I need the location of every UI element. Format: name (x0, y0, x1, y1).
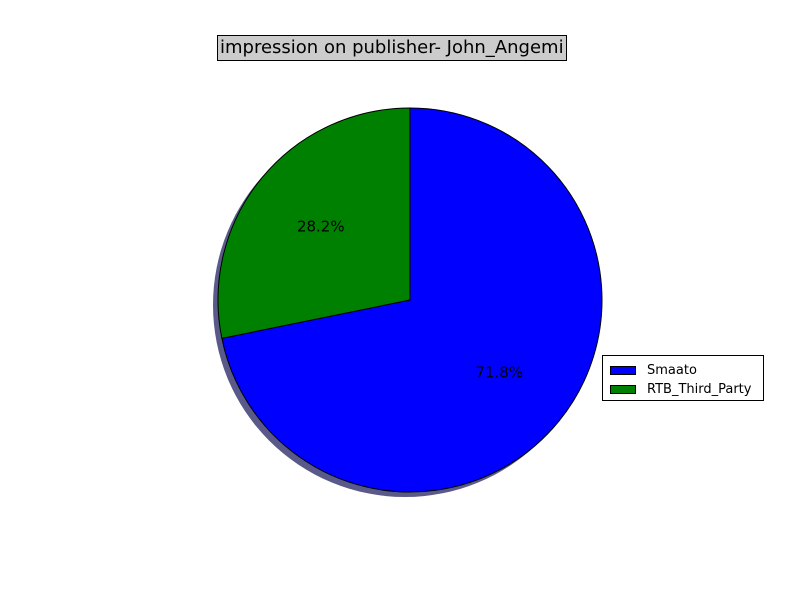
slice-percent-label: 71.8% (475, 363, 523, 381)
pie-slice-smaato (221, 107, 603, 493)
legend-label-rtb-third-party: RTB_Third_Party (647, 382, 752, 397)
legend-swatch-smaato (610, 366, 636, 375)
slice-percent-label: 28.2% (297, 218, 345, 236)
legend: Smaato RTB_Third_Party (602, 355, 764, 401)
legend-swatch-rtb-third-party (610, 385, 636, 394)
legend-item-rtb-third-party: RTB_Third_Party (610, 380, 763, 399)
chart-title: impression on publisher- John_Angemi (217, 35, 567, 61)
pie-slice-rtb-third-party (217, 107, 411, 339)
legend-item-smaato: Smaato (610, 361, 763, 380)
legend-label-smaato: Smaato (647, 363, 697, 378)
